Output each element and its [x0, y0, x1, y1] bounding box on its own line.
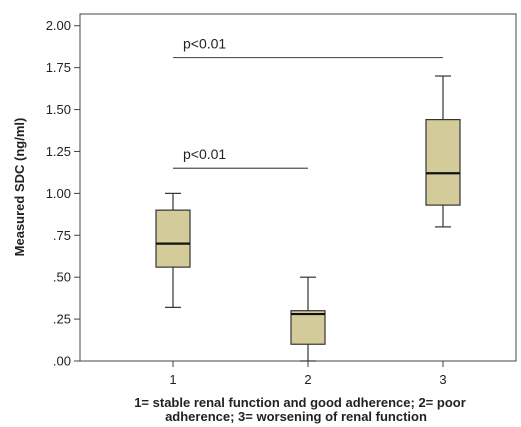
y-tick-label: 1.25: [46, 144, 71, 159]
x-tick-label: 3: [439, 372, 446, 387]
x-tick-label: 2: [304, 372, 311, 387]
significance-label: p<0.01: [183, 36, 226, 52]
y-tick-label: .75: [53, 228, 71, 243]
box-group-1: [155, 192, 191, 308]
x-tick-label: 1: [169, 372, 176, 387]
y-axis: .00 .25 .50 .75 1.00 1.25 1.50 1.75 2.00: [46, 18, 80, 369]
y-tick-label: 1.75: [46, 60, 71, 75]
x-axis-title-line-1: 1= stable renal function and good adhere…: [134, 395, 466, 410]
box-group-3: [425, 75, 461, 228]
iqr-box: [155, 209, 191, 268]
box-series: [155, 75, 461, 362]
y-tick-label: 1.00: [46, 186, 71, 201]
x-axis: 1 2 3: [169, 361, 447, 387]
y-tick-label: 2.00: [46, 18, 71, 33]
x-axis-title-line-2: adherence; 3= worsening of renal functio…: [165, 409, 427, 424]
iqr-box: [290, 310, 326, 345]
y-tick-label: .00: [53, 354, 71, 369]
iqr-box: [425, 119, 461, 206]
box-group-2: [290, 276, 326, 362]
y-axis-title: Measured SDC (ng/ml): [12, 118, 27, 257]
y-tick-label: 1.50: [46, 102, 71, 117]
significance-label: p<0.01: [183, 146, 226, 162]
y-tick-label: .25: [53, 312, 71, 327]
y-tick-label: .50: [53, 270, 71, 285]
significance-annotations: p<0.01 p<0.01: [173, 36, 443, 169]
